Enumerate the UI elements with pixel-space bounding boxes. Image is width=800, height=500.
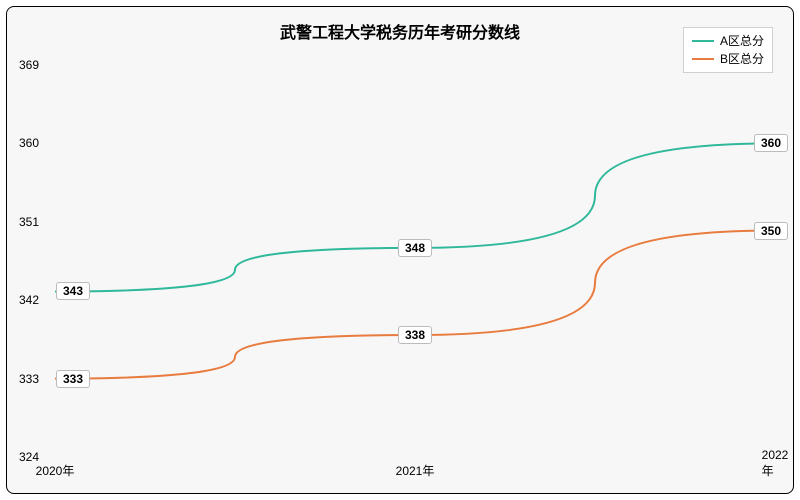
y-tick: 351	[19, 215, 39, 229]
legend-item-a: A区总分	[692, 32, 764, 50]
x-tick: 2021年	[396, 462, 435, 479]
data-label: 338	[398, 326, 432, 344]
series-line	[55, 143, 775, 291]
data-label: 360	[754, 134, 788, 152]
y-tick: 342	[19, 293, 39, 307]
x-tick: 2020年	[36, 462, 75, 479]
x-tick: 2022年	[762, 448, 789, 479]
legend-swatch-a	[692, 40, 714, 42]
data-label: 333	[56, 370, 90, 388]
data-label: 343	[56, 282, 90, 300]
y-tick: 369	[19, 58, 39, 72]
chart-container: 武警工程大学税务历年考研分数线 A区总分 B区总分 32433334235136…	[0, 0, 800, 500]
line-svg	[55, 65, 775, 457]
data-label: 350	[754, 222, 788, 240]
chart-area: 武警工程大学税务历年考研分数线 A区总分 B区总分 32433334235136…	[6, 6, 794, 494]
data-label: 348	[398, 239, 432, 257]
chart-title: 武警工程大学税务历年考研分数线	[280, 19, 520, 43]
y-tick: 360	[19, 136, 39, 150]
legend-swatch-b	[692, 58, 714, 60]
y-tick: 333	[19, 372, 39, 386]
legend-label-a: A区总分	[720, 32, 764, 50]
plot-area: 3243333423513603692020年2021年2022年3433483…	[55, 65, 775, 457]
